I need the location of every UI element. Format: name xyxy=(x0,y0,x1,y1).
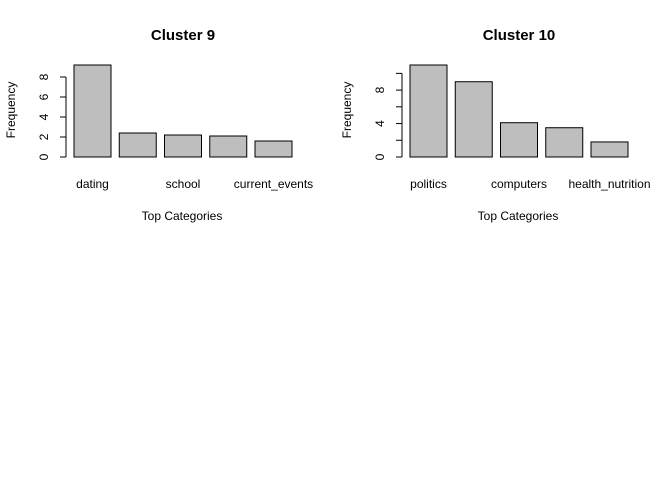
y-tick-label: 0 xyxy=(373,153,387,160)
bar-group xyxy=(409,64,629,158)
chart-title: Cluster 9 xyxy=(151,27,215,44)
x-tick-label: school xyxy=(166,177,201,191)
y-tick-label: 6 xyxy=(37,93,51,100)
x-tick-label: politics xyxy=(410,177,447,191)
x-tick-label: health_nutrition xyxy=(568,177,650,191)
y-tick-label: 0 xyxy=(37,153,51,160)
bar xyxy=(73,64,112,158)
y-axis: 0 2 4 6 8 xyxy=(37,73,67,160)
bar xyxy=(164,134,202,158)
bar xyxy=(590,141,629,158)
bar xyxy=(545,127,584,158)
y-axis: 0 4 8 xyxy=(373,72,403,160)
chart-title: Cluster 10 xyxy=(483,27,556,44)
cluster-9-panel: Cluster 9 Top Categories Frequency 0 2 4 6 8… xyxy=(4,27,313,223)
bar xyxy=(118,132,157,158)
bar xyxy=(254,140,293,158)
x-tick-labels: dating school current_events xyxy=(76,177,313,191)
x-tick-label: current_events xyxy=(234,177,313,191)
y-tick-label: 4 xyxy=(373,120,387,127)
bar xyxy=(500,122,538,158)
bar-group xyxy=(73,64,293,158)
x-tick-label: dating xyxy=(76,177,109,191)
x-tick-labels: politics computers health_nutrition xyxy=(410,177,650,191)
y-axis-label: Frequency xyxy=(4,82,18,139)
x-axis-label: Top Categories xyxy=(478,209,559,223)
y-tick-label: 2 xyxy=(37,133,51,140)
y-tick-label: 8 xyxy=(373,86,387,93)
bar xyxy=(409,64,448,158)
y-tick-label: 8 xyxy=(37,73,51,80)
bar xyxy=(209,135,248,158)
cluster-10-panel: Cluster 10 Top Categories Frequency 048 … xyxy=(340,27,651,223)
bar xyxy=(454,81,493,158)
x-tick-label: computers xyxy=(491,177,547,191)
y-axis-label: Frequency xyxy=(340,82,354,139)
y-tick-label: 4 xyxy=(37,113,51,120)
x-axis-label: Top Categories xyxy=(142,209,223,223)
